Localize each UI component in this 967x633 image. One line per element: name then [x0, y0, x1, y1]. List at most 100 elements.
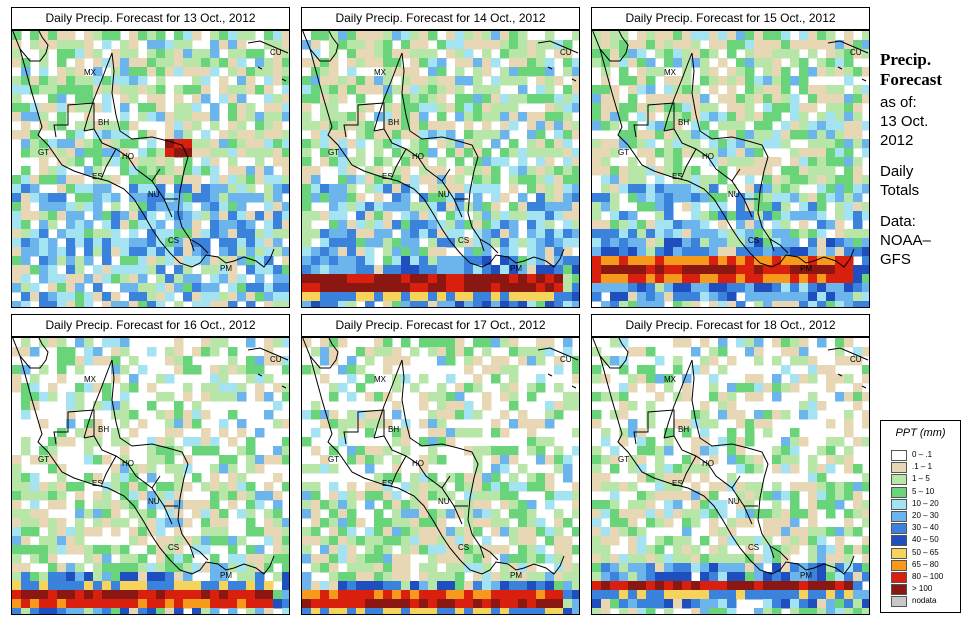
precip-cell [165, 211, 175, 221]
precip-cell [437, 85, 447, 95]
precip-cell [383, 265, 393, 275]
precip-cell [437, 121, 447, 131]
precip-cell [536, 76, 546, 86]
precip-cell [536, 121, 546, 131]
precip-cell [365, 455, 375, 465]
precip-cell [592, 563, 602, 573]
precip-cell [509, 220, 519, 230]
precip-cell [572, 238, 579, 248]
precip-cell [772, 175, 782, 185]
precip-cell [66, 49, 76, 59]
precip-cell [338, 572, 348, 582]
map-outline [592, 338, 855, 575]
precip-cell [817, 256, 827, 266]
precip-cell [21, 392, 31, 402]
precip-cell [365, 184, 375, 194]
precip-cell [727, 392, 737, 402]
precip-cell [356, 455, 366, 465]
precip-cell [853, 509, 863, 519]
precip-cell [554, 608, 564, 614]
precip-cell [329, 608, 339, 614]
map-outline [343, 409, 485, 559]
precip-cell [572, 211, 579, 221]
precip-cell [619, 572, 629, 582]
precip-cell [709, 103, 719, 113]
precip-cell [147, 563, 157, 573]
precip-cell [48, 599, 58, 609]
precip-cell [682, 175, 692, 185]
precip-cell [120, 392, 130, 402]
precip-cell [563, 67, 573, 77]
precip-cell [491, 283, 501, 293]
precip-cell [572, 428, 579, 438]
precip-cell [844, 274, 854, 284]
precip-cell [255, 139, 265, 149]
precip-cell [138, 148, 148, 158]
precip-cell [219, 94, 229, 104]
precip-cell [374, 446, 384, 456]
precip-map: MX BH GT HO ES NU CS PM CU [301, 30, 580, 308]
precip-cell [66, 410, 76, 420]
precip-cell [545, 590, 555, 600]
precip-cell [646, 581, 656, 591]
precip-cell [491, 265, 501, 275]
precip-cell [428, 211, 438, 221]
precip-cell [844, 581, 854, 591]
precip-cell [817, 464, 827, 474]
precip-cell [637, 500, 647, 510]
precip-cell [428, 175, 438, 185]
precip-cell [628, 419, 638, 429]
precip-cell [30, 509, 40, 519]
precip-cell [709, 482, 719, 492]
precip-cell [93, 283, 103, 293]
precip-cell [255, 608, 265, 614]
panel-title: Daily Precip. Forecast for 16 Oct., 2012 [11, 314, 290, 337]
precip-cell [601, 229, 611, 239]
precip-cell [120, 608, 130, 614]
precip-cell [817, 112, 827, 122]
precip-cell [156, 193, 166, 203]
precip-cell [817, 175, 827, 185]
precip-cell [601, 76, 611, 86]
precip-cell [473, 211, 483, 221]
precip-cell [500, 608, 510, 614]
precip-cell [682, 94, 692, 104]
precip-cell [700, 175, 710, 185]
precip-cell [592, 473, 602, 483]
precip-cell [246, 265, 256, 275]
precip-cell [545, 184, 555, 194]
precip-cell [808, 67, 818, 77]
precip-cell [12, 229, 22, 239]
country-label: PM [510, 264, 522, 273]
precip-cell [39, 599, 49, 609]
precip-cell [482, 121, 492, 131]
precip-cell [736, 130, 746, 140]
precip-cell [428, 347, 438, 357]
precip-cell [646, 121, 656, 131]
precip-cell [57, 157, 67, 167]
precip-cell [826, 301, 836, 307]
precip-cell [228, 148, 238, 158]
precip-cell [57, 437, 67, 447]
precip-cell [302, 166, 312, 176]
precip-cell [527, 94, 537, 104]
precip-cell [192, 31, 202, 41]
precip-cell [219, 581, 229, 591]
precip-cell [174, 238, 184, 248]
precip-cell [347, 563, 357, 573]
precip-cell [428, 130, 438, 140]
precip-cell [365, 85, 375, 95]
precip-cell [500, 130, 510, 140]
precip-cell [273, 247, 283, 257]
precip-cell [156, 166, 166, 176]
precip-cell [727, 31, 737, 41]
precip-cell [808, 256, 818, 266]
precip-cell [763, 301, 773, 307]
precip-cell [66, 292, 76, 302]
legend-swatch [891, 584, 907, 596]
precip-cell [66, 590, 76, 600]
precip-cell [835, 536, 845, 546]
precip-cell [102, 265, 112, 275]
precip-cell [255, 283, 265, 293]
precip-cell [84, 112, 94, 122]
